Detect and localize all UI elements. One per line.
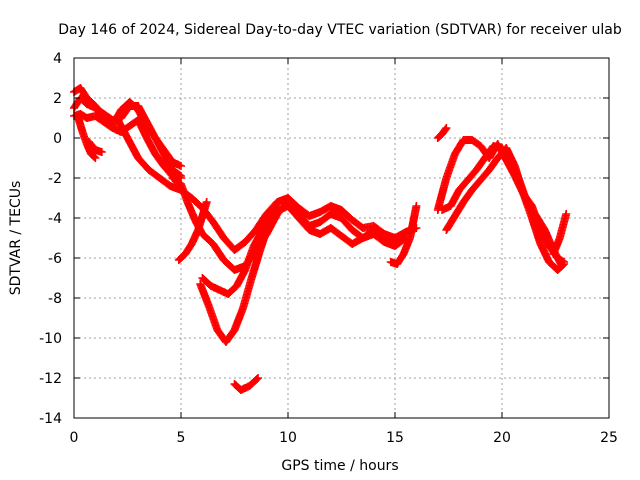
y-tick-label: -2 [48, 171, 62, 187]
x-tick-label: 0 [70, 430, 79, 446]
series-arc-17 [549, 210, 571, 258]
data-points [70, 84, 571, 394]
plot-frame [73, 57, 610, 419]
data-point [202, 198, 211, 206]
data-point [90, 153, 99, 161]
x-tick-label: 25 [600, 430, 618, 446]
data-point [562, 210, 571, 218]
data-point [442, 124, 451, 132]
y-tick-label: -6 [48, 251, 62, 267]
series-arc-10 [174, 198, 211, 264]
y-tick-label: -14 [39, 411, 62, 427]
x-tick-label: 20 [493, 430, 511, 446]
y-tick-label: 2 [53, 91, 62, 107]
series-arc-9 [196, 202, 282, 346]
data-point [391, 240, 399, 248]
x-tick-label: 15 [386, 430, 404, 446]
data-point [560, 260, 569, 268]
y-tick-label: -12 [39, 371, 62, 387]
y-tick-label: -8 [48, 291, 62, 307]
data-point [441, 125, 450, 134]
y-tick-label: -10 [39, 331, 62, 347]
series-arc-16 [433, 124, 451, 142]
x-tick-label: 10 [279, 430, 297, 446]
x-tick-label: 5 [177, 430, 186, 446]
y-tick-label: 4 [53, 51, 62, 67]
series-arc-8 [198, 202, 399, 298]
series-arc-5 [84, 138, 106, 156]
series-arc-12 [386, 202, 421, 268]
data-point [252, 375, 261, 383]
y-axis-label: SDTVAR / TECUs [8, 181, 24, 296]
series-arc-11 [230, 374, 263, 394]
data-point [97, 148, 106, 156]
series-arc-15 [442, 144, 569, 274]
y-tick-label: -4 [48, 211, 62, 227]
y-tick-label: 0 [53, 131, 62, 147]
data-point [91, 154, 100, 162]
x-axis-label: GPS time / hours [281, 458, 398, 474]
data-point [254, 374, 263, 382]
data-point [177, 162, 185, 170]
data-point [389, 239, 398, 248]
chart-title: Day 146 of 2024, Sidereal Day-to-day VTE… [58, 22, 622, 38]
data-point [273, 202, 282, 210]
data-point [558, 261, 567, 269]
data-point [412, 202, 421, 210]
